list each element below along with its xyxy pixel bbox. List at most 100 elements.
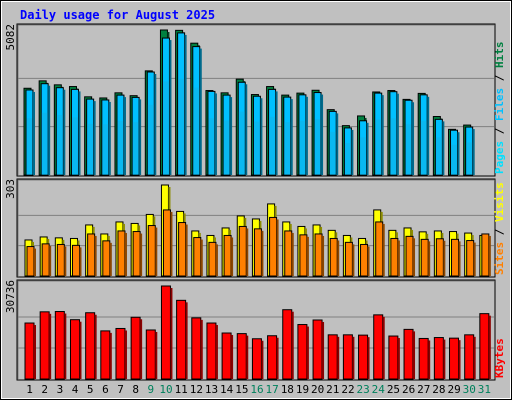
hits_panel-legend-hits: Hits [493,42,506,69]
kbytes_panel-bar-kbytes-4-body [69,319,80,380]
visits_panel-bar-sites-7-body [117,230,126,277]
kbytes_panel-bar-kbytes-24 [373,314,385,380]
hits_panel-bar-files-1-shadow [33,91,35,175]
hits_panel-bar-files-13-shadow [214,93,217,175]
visits_panel-bar-sites-13 [208,241,218,277]
kbytes_panel-max-label: 30736 [4,280,17,313]
x-tick-label-14: 14 [220,383,234,396]
x-tick-label-8: 8 [132,383,139,396]
x-tick-label-1: 1 [26,383,33,396]
visits_panel-bar-sites-14 [223,234,234,277]
x-axis-labels: 1 2 3 4 5 6 7 8 9 10 11 12 13 14 15 16 17 18 19 20 21 22 23 24 2… [26,383,491,396]
visits_panel-bar-sites-21 [329,237,340,277]
kbytes_panel-bar-kbytes-15-body [236,333,247,380]
kbytes_panel-bar-kbytes-17 [267,335,279,380]
visits_panel-legend-sites: Sites [493,242,506,275]
visits_panel-bar-sites-27 [420,238,431,277]
hits_panel-bar-pages-3 [56,115,63,175]
kbytes_panel-bar-kbytes-2-shadow [49,313,52,379]
kbytes_panel-bar-kbytes-25 [388,335,400,380]
kbytes_panel-bar-kbytes-3 [54,311,67,380]
hits_panel-bar-pages-18 [284,122,291,175]
kbytes_panel-bar-kbytes-10-body [160,285,171,380]
visits_panel-bar-sites-4-body [71,244,80,277]
kbytes_panel-bar-kbytes-12-body [191,317,202,380]
hits_panel-bar-pages-26 [405,124,412,175]
x-tick-label-5: 5 [87,383,94,396]
hits_panel-bar-files-30-shadow [472,129,475,175]
kbytes_panel-bar-kbytes-13 [206,322,218,380]
kbytes_panel-bar-kbytes-30-body [464,334,475,380]
x-tick-label-6: 6 [102,383,109,396]
x-tick-label-24: 24 [372,383,386,396]
visits_panel-bar-sites-16-body [253,228,262,277]
hits_panel-bar-files-22-shadow [351,129,354,175]
kbytes_panel-bar-kbytes-17-body [267,335,278,380]
visits_panel: 303 Sites / Visits [4,178,506,278]
x-tick-label-2: 2 [41,383,48,396]
kbytes_panel-legend-kbytes: KBytes [493,338,506,378]
kbytes_panel-bar-kbytes-14 [221,332,234,380]
visits_panel-legend-visits: Visits [493,182,506,222]
hits_panel-bar-files-4-shadow [78,91,81,175]
visits_panel-bar-sites-3 [56,243,67,277]
kbytes_panel-bar-kbytes-2 [39,311,52,380]
visits_panel-bar-sites-31 [481,233,491,277]
hits_panel-bar-pages-10 [162,81,169,175]
x-tick-label-3: 3 [57,383,64,396]
kbytes_panel-bar-kbytes-24-body [373,314,384,380]
hits_panel: 5082 Pages / Files / Hits [4,23,506,177]
kbytes_panel-bar-kbytes-3-body [54,311,65,380]
kbytes_panel-bar-kbytes-10-shadow [170,288,173,379]
hits_panel-bar-files-25-shadow [396,93,399,175]
hits_panel-bar-files-10-shadow [169,40,172,175]
hits_panel-bar-files-15-shadow [245,84,248,175]
visits_panel-bar-sites-29-body [451,238,460,277]
hits_panel-bar-files-6-shadow [108,101,111,175]
hits_panel-bar-files-15 [237,81,248,176]
hits_panel-bar-files-29-shadow [457,132,460,175]
kbytes_panel-legend: KBytes [493,338,506,378]
visits_panel-bar-sites-25 [390,237,400,277]
hits_panel-bar-pages-27 [420,120,427,175]
hits_panel-bar-files-2-shadow [48,85,51,175]
x-tick-label-25: 25 [387,383,400,396]
visits_panel-bar-sites-21-shadow [337,240,340,276]
hits_panel-bar-files-20-shadow [321,94,324,175]
hits_panel-legend-sep-2: / [493,68,506,88]
kbytes_panel-bar-kbytes-26 [403,328,416,380]
kbytes_panel-bar-kbytes-8-shadow [140,319,143,379]
hits_panel-bar-pages-28 [435,137,442,175]
hits_panel-bar-pages-29 [451,144,458,175]
kbytes_panel-bar-kbytes-11 [176,299,188,380]
hits_panel-bar-files-19 [298,94,308,176]
hits_panel-bar-pages-9 [147,104,154,175]
kbytes_panel-bar-kbytes-13-body [206,322,217,380]
kbytes_panel-bar-kbytes-27-shadow [428,340,431,379]
x-tick-label-30: 30 [463,383,476,396]
kbytes_panel-bar-kbytes-24-shadow [382,316,385,379]
kbytes_panel-bar-kbytes-19 [297,324,309,380]
hits_panel-bar-files-21 [328,110,339,176]
x-tick-label-12: 12 [190,383,203,396]
kbytes_panel-bar-kbytes-1 [24,322,36,380]
hits_panel-bar-files-3-shadow [63,89,66,175]
kbytes_panel-bar-kbytes-8 [130,316,143,380]
hits_panel-bar-files-23-shadow [366,122,369,175]
visits_panel-bar-sites-28-shadow [443,240,446,276]
kbytes_panel-bar-kbytes-16-shadow [261,340,264,379]
x-tick-label-13: 13 [205,383,218,396]
kbytes_panel-bar-kbytes-22-shadow [352,336,355,379]
visits_panel-bar-sites-23 [360,243,370,277]
hits_panel-bar-files-7 [116,94,126,176]
hits_panel-bar-files-8-shadow [139,99,142,175]
visits_panel-bar-sites-25-body [390,237,399,277]
hits_panel-max-label: 5082 [4,24,17,51]
hits_panel-bar-files-24-shadow [381,95,384,175]
kbytes_panel-bar-kbytes-5 [85,312,97,380]
hits_panel-bar-files-10 [161,37,172,176]
x-tick-label-4: 4 [72,383,79,396]
kbytes_panel-bar-kbytes-31 [479,313,491,380]
hits_panel-bar-files-9 [146,71,157,176]
